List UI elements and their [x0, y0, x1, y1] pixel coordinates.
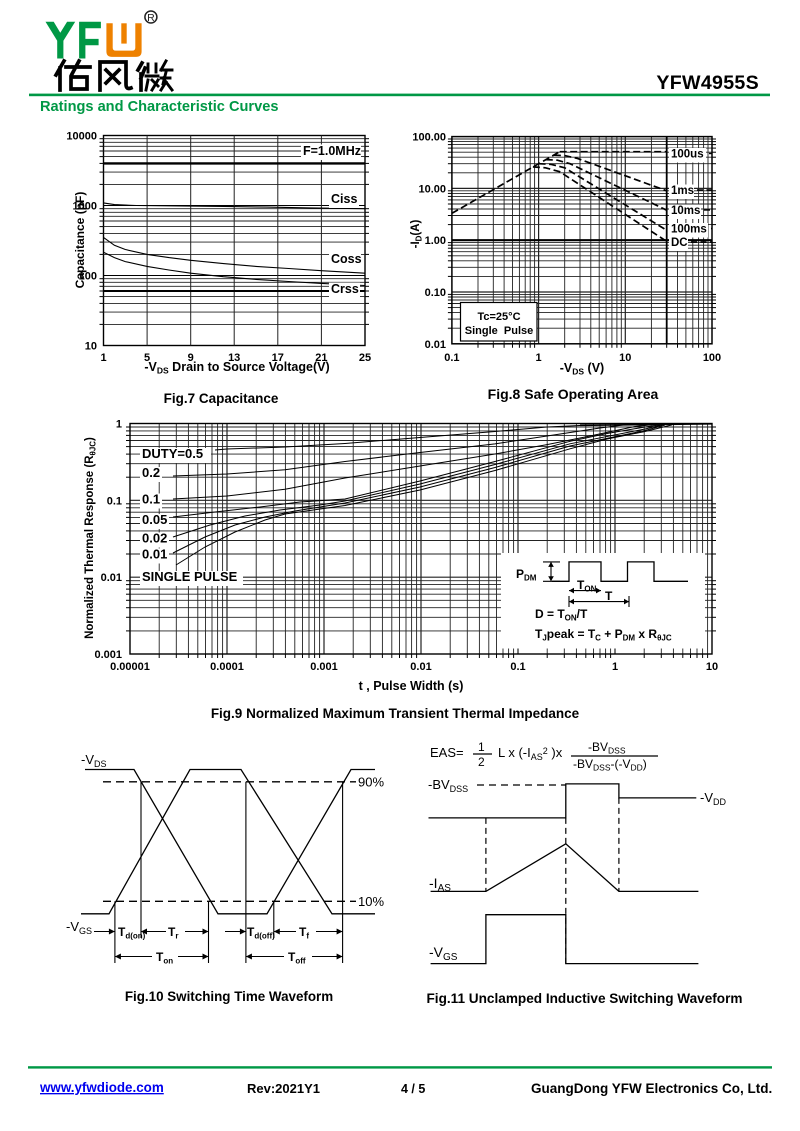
svg-text:10: 10	[85, 341, 97, 353]
svg-text:Fig.7 Capacitance: Fig.7 Capacitance	[164, 391, 279, 406]
svg-text:100.00: 100.00	[412, 132, 446, 144]
svg-text:Rev:2021Y1: Rev:2021Y1	[247, 1081, 320, 1096]
svg-text:0.001: 0.001	[310, 661, 338, 673]
svg-text:TJpeak = TC + PDM x RθJC: TJpeak = TC + PDM x RθJC	[535, 627, 672, 643]
svg-text:-VGS: -VGS	[66, 919, 92, 936]
svg-text:25: 25	[359, 352, 371, 364]
svg-text:T: T	[605, 589, 613, 603]
svg-text:YFW4955S: YFW4955S	[656, 72, 759, 94]
svg-text:100us: 100us	[671, 149, 704, 161]
svg-text:R: R	[147, 12, 155, 24]
svg-text:Ratings and Characteristic Cur: Ratings and Characteristic Curves	[40, 99, 278, 115]
svg-text:90%: 90%	[358, 774, 384, 789]
svg-text:Fig.11 Unclamped Inductive Swi: Fig.11 Unclamped Inductive Switching Wav…	[427, 991, 743, 1006]
svg-text:GuangDong YFW Electronics Co,: GuangDong YFW Electronics Co, Ltd.	[531, 1081, 772, 1096]
svg-text:t , Pulse Width (s): t , Pulse Width (s)	[359, 679, 464, 693]
svg-text:www.yfwdiode.com: www.yfwdiode.com	[39, 1080, 164, 1095]
svg-text:10ms: 10ms	[671, 205, 700, 217]
svg-text:10: 10	[706, 661, 718, 673]
svg-text:Ton: Ton	[156, 950, 173, 966]
svg-text:F=1.0MHz: F=1.0MHz	[303, 144, 361, 158]
svg-text:Fig.8 Safe Operating Area: Fig.8 Safe Operating Area	[488, 386, 659, 402]
svg-text:-BVDSS: -BVDSS	[588, 740, 626, 756]
svg-text:0.1: 0.1	[510, 661, 525, 673]
svg-text:0.01: 0.01	[142, 547, 167, 562]
svg-text:Fig.10 Switching Time Waveform: Fig.10 Switching Time Waveform	[125, 989, 333, 1004]
svg-text:9: 9	[188, 352, 194, 364]
svg-text:1ms: 1ms	[671, 185, 694, 197]
svg-text:10000: 10000	[66, 131, 97, 143]
svg-text:1.00: 1.00	[425, 235, 446, 247]
svg-text:0.01: 0.01	[425, 339, 446, 351]
svg-text:1: 1	[536, 352, 542, 364]
svg-text:DUTY=0.5: DUTY=0.5	[142, 446, 203, 461]
svg-text:L x (-IAS2 )x: L x (-IAS2 )x	[498, 745, 563, 762]
svg-text:4 / 5: 4 / 5	[401, 1082, 425, 1096]
svg-text:0.001: 0.001	[94, 649, 122, 661]
svg-text:Capacitance (pF): Capacitance (pF)	[73, 192, 87, 289]
svg-text:21: 21	[315, 352, 327, 364]
svg-text:Tr: Tr	[168, 925, 178, 941]
svg-text:0.00001: 0.00001	[110, 661, 150, 673]
svg-text:100: 100	[79, 271, 97, 283]
svg-text:1: 1	[478, 740, 485, 754]
svg-text:Normalized Thermal Response (R: Normalized Thermal Response (RθJC)	[84, 437, 98, 639]
svg-text:100: 100	[703, 352, 721, 364]
svg-text:1: 1	[116, 419, 122, 431]
svg-text:0.01: 0.01	[101, 572, 122, 584]
svg-text:1000: 1000	[73, 201, 97, 213]
svg-text:10: 10	[619, 352, 631, 364]
svg-text:Td(off): Td(off)	[247, 925, 275, 941]
svg-text:10.00: 10.00	[418, 183, 446, 195]
svg-text:EAS=: EAS=	[430, 745, 464, 760]
svg-text:-VDS Drain to Source Voltage(V: -VDS Drain to Source Voltage(V)	[144, 360, 329, 376]
svg-text:13: 13	[228, 352, 240, 364]
svg-text:0.1: 0.1	[107, 495, 122, 507]
svg-text:0.2: 0.2	[142, 465, 160, 480]
svg-text:-VDS (V): -VDS (V)	[560, 361, 604, 377]
svg-text:-VDS: -VDS	[81, 752, 107, 769]
svg-text:0.05: 0.05	[142, 512, 167, 527]
svg-text:Coss: Coss	[331, 252, 362, 266]
svg-text:-BVDSS: -BVDSS	[428, 777, 468, 794]
svg-text:0.0001: 0.0001	[210, 661, 244, 673]
svg-text:Tf: Tf	[299, 925, 309, 941]
svg-text:17: 17	[272, 352, 284, 364]
svg-text:10%: 10%	[358, 894, 384, 909]
svg-text:-VDD: -VDD	[700, 790, 726, 807]
svg-text:100ms: 100ms	[671, 224, 707, 236]
svg-text:Crss: Crss	[331, 282, 359, 296]
svg-text:-ID(A): -ID(A)	[410, 219, 424, 248]
svg-text:Single Pulse: Single Pulse	[465, 325, 533, 337]
svg-text:Ciss: Ciss	[331, 192, 357, 206]
svg-text:0.01: 0.01	[410, 661, 431, 673]
svg-text:0.1: 0.1	[142, 492, 160, 507]
svg-text:5: 5	[144, 352, 150, 364]
svg-text:0.10: 0.10	[425, 287, 446, 299]
svg-text:D = TON/T: D = TON/T	[535, 607, 588, 623]
svg-text:Tc=25°C: Tc=25°C	[477, 311, 520, 323]
svg-text:-VGS: -VGS	[429, 944, 458, 963]
svg-text:DC: DC	[671, 237, 688, 249]
svg-text:1: 1	[100, 352, 106, 364]
svg-text:Toff: Toff	[288, 950, 306, 966]
svg-text:0.1: 0.1	[444, 352, 459, 364]
svg-text:2: 2	[478, 755, 485, 769]
svg-text:-BVDSS-(-VDD): -BVDSS-(-VDD)	[573, 757, 647, 773]
svg-text:SINGLE PULSE: SINGLE PULSE	[142, 569, 238, 584]
svg-text:1: 1	[612, 661, 618, 673]
svg-text:Fig.9 Normalized Maximum Trans: Fig.9 Normalized Maximum Transient Therm…	[211, 706, 580, 721]
svg-text:0.02: 0.02	[142, 531, 167, 546]
